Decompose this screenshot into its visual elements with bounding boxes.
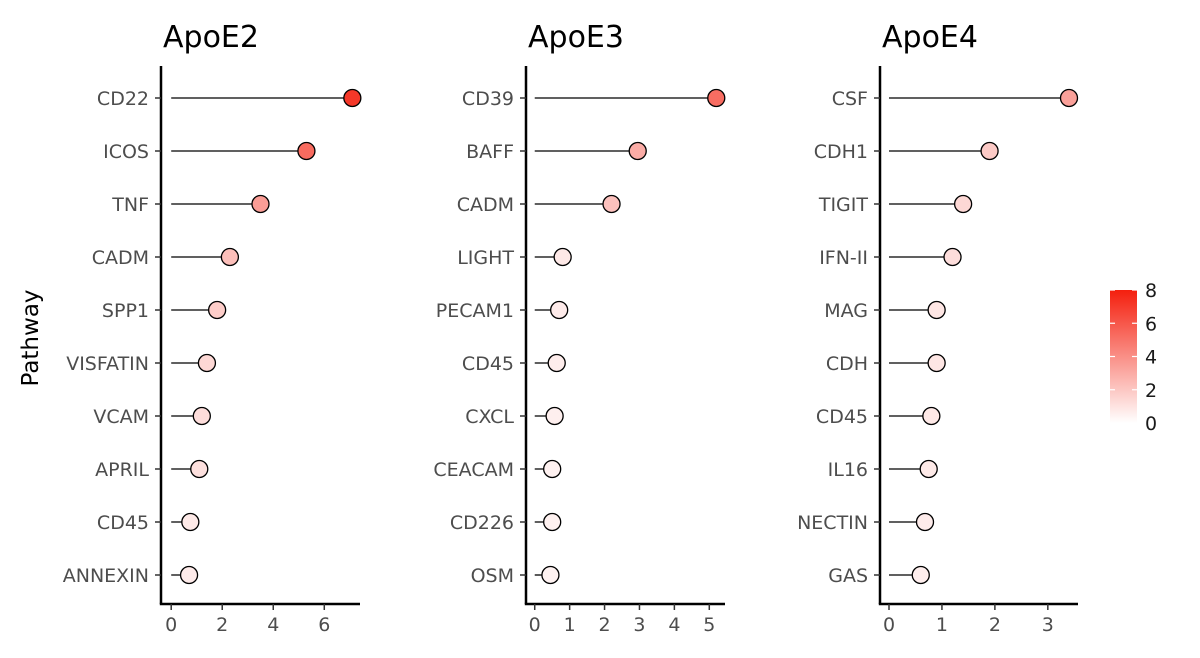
lollipop-point — [919, 459, 938, 479]
lollipop-point — [602, 194, 621, 214]
lollipop-point — [915, 512, 935, 532]
category-label: SPP1 — [102, 300, 149, 322]
x-tick-label: 0 — [529, 614, 541, 636]
color-legend: 0 2 4 6 8 — [1110, 280, 1157, 435]
category-label: MAG — [824, 300, 868, 322]
category-label: CXCL — [465, 406, 514, 428]
category-label: PECAM1 — [436, 300, 514, 322]
lollipop-point — [553, 247, 572, 267]
lollipop-point — [543, 512, 562, 532]
category-label: CD45 — [816, 406, 868, 428]
panel-title: ApoE2 — [163, 20, 259, 55]
category-label: BAFF — [466, 141, 514, 163]
lollipop-point — [628, 141, 647, 161]
lollipop-point — [251, 194, 270, 214]
category-label: CD45 — [462, 353, 514, 375]
category-label: CDH — [826, 353, 868, 375]
lollipop-point — [927, 353, 946, 373]
lollipop-point — [911, 565, 930, 585]
x-tick-label: 1 — [564, 614, 576, 636]
category-label: CSF — [832, 88, 868, 110]
category-label: ANNEXIN — [63, 565, 149, 587]
x-tick-label: 3 — [633, 614, 645, 636]
legend-tick-label: 6 — [1145, 313, 1157, 335]
lollipop-point — [541, 565, 560, 585]
category-label: CADM — [92, 247, 149, 269]
lollipop-point — [343, 88, 362, 108]
legend-tick-label: 8 — [1145, 280, 1157, 302]
lollipop-point — [297, 141, 316, 161]
category-label: TIGIT — [818, 194, 869, 216]
category-label: ICOS — [103, 141, 149, 163]
lollipop-point — [1059, 88, 1079, 108]
x-tick-label: 1 — [936, 614, 948, 636]
x-tick-label: 3 — [1042, 614, 1054, 636]
lollipop-point — [927, 300, 946, 320]
lollipop-point — [179, 565, 199, 585]
x-tick-label: 5 — [703, 614, 715, 636]
lollipop-point — [953, 194, 973, 214]
x-tick-label: 2 — [599, 614, 611, 636]
x-tick-label: 2 — [216, 614, 228, 636]
panel-apoe4: ApoE4 0 1 2 3 CSF CDH1 TIGIT IFN-II MAG CDH CD45 IL1… — [797, 20, 1079, 636]
x-tick-label: 4 — [267, 614, 279, 636]
category-label: CD45 — [97, 512, 149, 534]
category-label: IFN-II — [819, 247, 868, 269]
lollipop-point — [707, 88, 726, 108]
category-label: LIGHT — [457, 247, 514, 269]
y-axis-title: Pathway — [18, 289, 44, 386]
category-label: VCAM — [93, 406, 149, 428]
category-label: CEACAM — [433, 459, 514, 481]
legend-tick-label: 0 — [1145, 413, 1157, 435]
lollipop-point — [943, 247, 962, 267]
category-label: CDH1 — [814, 141, 868, 163]
panels: ApoE2 0 2 4 6 CD22 ICOS TNF CADM SPP1 VISFATIN VCAM… — [63, 20, 1079, 636]
panel-title: ApoE3 — [528, 20, 624, 55]
lollipop-point — [543, 459, 562, 479]
x-tick-label: 6 — [318, 614, 330, 636]
category-label: GAS — [828, 565, 868, 587]
lollipop-point — [192, 406, 211, 426]
category-label: IL16 — [828, 459, 868, 481]
lollipop-point — [220, 247, 240, 267]
category-label: CD39 — [462, 88, 514, 110]
legend-tick-label: 4 — [1145, 347, 1157, 369]
x-tick-label: 4 — [668, 614, 680, 636]
category-label: OSM — [471, 565, 514, 587]
lollipop-point — [190, 459, 209, 479]
panel-title: ApoE4 — [882, 20, 978, 55]
x-tick-label: 2 — [989, 614, 1001, 636]
category-label: CD22 — [97, 88, 149, 110]
category-label: APRIL — [95, 459, 149, 481]
lollipop-point — [545, 406, 564, 426]
lollipop-point — [547, 353, 566, 373]
lollipop-point — [922, 406, 941, 426]
category-label: NECTIN — [797, 512, 868, 534]
lollipop-point — [980, 141, 999, 161]
lollipop-point — [207, 300, 227, 320]
legend-tick-label: 2 — [1145, 380, 1157, 402]
lollipop-point — [197, 353, 217, 373]
x-tick-label: 0 — [883, 614, 895, 636]
category-label: CADM — [457, 194, 514, 216]
panel-apoe2: ApoE2 0 2 4 6 CD22 ICOS TNF CADM SPP1 VISFATIN VCAM… — [63, 20, 362, 636]
category-label: CD226 — [450, 512, 514, 534]
lollipop-point — [181, 512, 200, 532]
category-label: VISFATIN — [66, 353, 149, 375]
category-label: TNF — [111, 194, 149, 216]
lollipop-point — [550, 300, 569, 320]
x-tick-label: 0 — [165, 614, 177, 636]
